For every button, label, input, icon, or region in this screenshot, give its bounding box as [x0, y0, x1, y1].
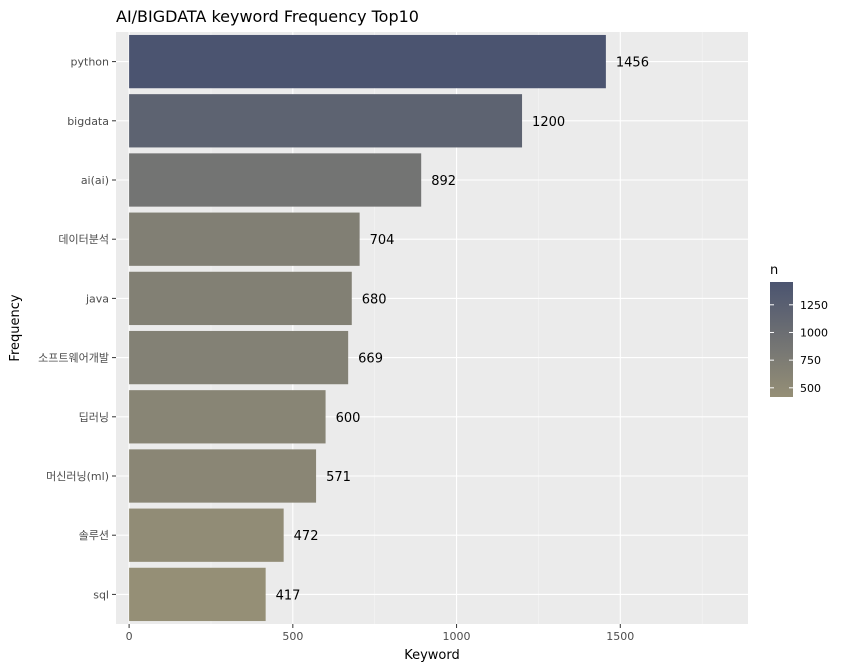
- legend-title: n: [770, 263, 778, 278]
- legend-tick-label: 1250: [800, 299, 828, 312]
- x-tick-label: 1000: [443, 630, 471, 643]
- bar: [129, 449, 317, 503]
- legend-tick-label: 500: [800, 382, 821, 395]
- y-tick-label: bigdata: [67, 115, 109, 128]
- legend-tick-label: 1000: [800, 326, 828, 339]
- bar: [129, 271, 352, 326]
- y-tick-label: python: [71, 56, 110, 69]
- data-label: 680: [362, 292, 387, 307]
- y-tick-label: ai(ai): [81, 174, 109, 187]
- bar: [129, 330, 349, 385]
- bar: [129, 153, 422, 207]
- y-tick-label: java: [85, 292, 109, 305]
- data-label: 600: [336, 411, 361, 426]
- bar: [129, 567, 266, 622]
- y-axis-ticks: python bigdata ai(ai) 데이터분석 java 소프트웨어개발딥러닝머신…: [38, 56, 116, 601]
- data-label: 417: [276, 588, 301, 603]
- data-label: 1456: [616, 56, 649, 71]
- y-axis-title: Frequency: [8, 294, 23, 361]
- bar: [129, 34, 606, 89]
- data-label: 892: [431, 174, 456, 189]
- y-tick-label: 데이터분석: [58, 233, 109, 246]
- y-tick-label: 솔루션: [79, 529, 109, 542]
- legend-colorbar: [770, 282, 793, 397]
- data-label: 571: [326, 470, 351, 485]
- bar: [129, 94, 523, 148]
- x-tick-label: 500: [282, 630, 303, 643]
- y-tick-label: 머신러닝(ml): [46, 470, 109, 483]
- chart-title: AI/BIGDATA keyword Frequency Top10: [116, 7, 419, 26]
- x-axis-title: Keyword: [404, 648, 460, 663]
- y-tick-label: 소프트웨어개발: [38, 352, 109, 365]
- color-legend: n 500 750 1000 1250: [770, 263, 828, 397]
- data-label: 704: [370, 233, 395, 248]
- bars: [129, 34, 606, 622]
- data-label: 669: [358, 352, 383, 367]
- data-label: 472: [294, 529, 319, 544]
- bar: [129, 508, 284, 562]
- data-labels: 1456 1200 892 704 680 669 600 571 472 417: [276, 56, 649, 604]
- data-label: 1200: [532, 115, 565, 130]
- bar: [129, 390, 326, 444]
- y-tick-label: sql: [93, 588, 109, 601]
- legend-ticks: 500 750 1000 1250: [770, 299, 828, 395]
- x-tick-label: 1500: [606, 630, 634, 643]
- bar: [129, 212, 360, 266]
- x-axis-ticks: 0 500 1000 1500: [126, 624, 634, 643]
- x-tick-label: 0: [126, 630, 133, 643]
- y-tick-label: 딥러닝: [79, 411, 109, 424]
- legend-tick-label: 750: [800, 354, 821, 367]
